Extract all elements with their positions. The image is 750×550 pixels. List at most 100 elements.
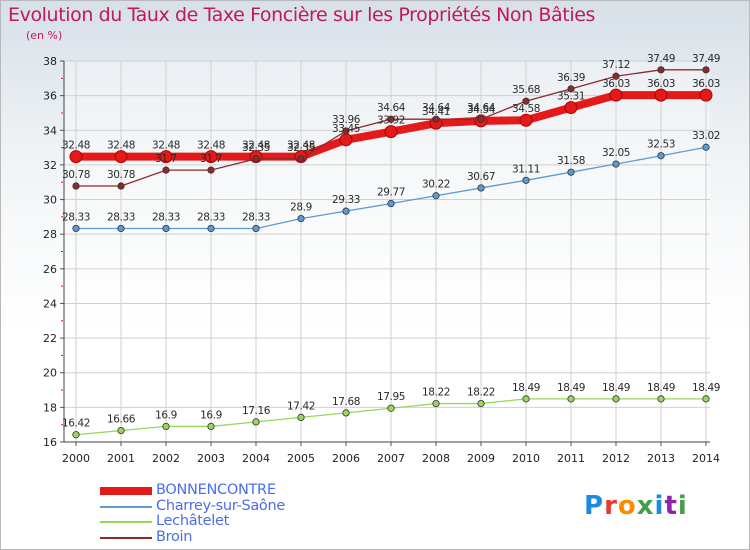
data-label: 33.92 — [377, 115, 405, 127]
data-label: 31.11 — [512, 163, 540, 175]
data-point — [564, 101, 578, 115]
data-point — [117, 224, 125, 233]
x-tick-label: 2007 — [377, 452, 405, 465]
data-label: 32.35 — [242, 142, 270, 154]
data-point — [72, 224, 80, 233]
y-tick-label: 34 — [43, 124, 57, 137]
data-label: 32.48 — [62, 140, 90, 152]
brand-letter: x — [636, 491, 655, 521]
x-tick-label: 2014 — [692, 452, 720, 465]
x-tick-label: 2008 — [422, 452, 450, 465]
data-point — [522, 97, 530, 105]
data-point — [432, 115, 440, 123]
data-point — [162, 166, 170, 174]
legend-swatch — [100, 521, 152, 523]
data-label: 36.03 — [647, 78, 675, 90]
data-label: 18.22 — [467, 387, 495, 399]
y-tick-label: 18 — [43, 401, 57, 414]
legend-swatch — [100, 536, 152, 539]
y-tick-label: 26 — [43, 263, 57, 276]
data-point — [297, 155, 305, 163]
data-point — [117, 182, 125, 190]
data-label: 31.58 — [557, 155, 585, 167]
data-label: 29.33 — [332, 194, 360, 206]
data-label: 30.78 — [62, 169, 90, 181]
y-tick-label: 16 — [43, 436, 57, 449]
x-tick-label: 2009 — [467, 452, 495, 465]
data-label: 34.58 — [512, 103, 540, 115]
data-point — [342, 207, 350, 215]
data-point — [384, 125, 398, 139]
x-tick-label: 2012 — [602, 452, 630, 465]
data-point — [654, 88, 668, 102]
y-tick-label: 20 — [43, 367, 57, 380]
series-lech-telet — [72, 395, 710, 439]
data-label: 34.64 — [467, 102, 496, 114]
x-tick-label: 2000 — [62, 452, 90, 465]
data-point — [297, 214, 305, 223]
data-label: 31.7 — [155, 153, 177, 165]
data-label: 28.33 — [107, 211, 135, 223]
data-point — [609, 88, 623, 102]
brand-letter: i — [654, 491, 665, 521]
data-label: 30.22 — [422, 179, 450, 191]
data-label: 32.35 — [287, 142, 315, 154]
data-label: 17.68 — [332, 396, 360, 408]
data-point — [702, 395, 710, 403]
data-point — [477, 184, 485, 192]
data-point — [207, 166, 215, 174]
data-point — [702, 66, 710, 74]
data-label: 28.33 — [242, 211, 270, 223]
data-point — [657, 395, 665, 403]
data-label: 37.49 — [647, 53, 675, 65]
legend-swatch — [100, 487, 152, 495]
brand-letter: i — [677, 491, 688, 521]
data-point — [387, 115, 395, 123]
data-label: 37.12 — [602, 59, 630, 71]
data-point — [159, 150, 173, 164]
data-point — [252, 224, 260, 233]
data-label: 35.31 — [557, 91, 585, 103]
data-point — [567, 395, 575, 403]
data-point — [162, 422, 170, 431]
data-point — [69, 150, 83, 164]
x-tick-label: 2001 — [107, 452, 135, 465]
data-label: 34.64 — [422, 102, 451, 114]
brand-letter: r — [604, 491, 618, 521]
x-tick-label: 2004 — [242, 452, 270, 465]
legend-label: BONNENCONTRE — [156, 482, 276, 498]
data-label: 33.45 — [332, 123, 360, 135]
data-label: 32.48 — [197, 140, 225, 152]
data-label: 35.68 — [512, 84, 540, 96]
data-label: 28.33 — [197, 211, 225, 223]
brand-logo: Proxiti — [584, 491, 688, 521]
data-label: 32.53 — [647, 139, 675, 151]
data-point — [702, 143, 710, 151]
data-point — [252, 418, 260, 426]
data-label: 31.7 — [200, 153, 222, 165]
data-label: 18.49 — [647, 382, 675, 394]
data-label: 37.49 — [692, 53, 720, 65]
legend-label: Charrey-sur-Saône — [156, 497, 286, 514]
x-tick-label: 2003 — [197, 452, 225, 465]
data-point — [114, 150, 128, 164]
data-label: 18.49 — [602, 382, 630, 394]
y-tick-label: 38 — [43, 55, 57, 68]
data-point — [72, 182, 80, 190]
brand-letter: P — [584, 491, 605, 521]
data-point — [252, 155, 260, 163]
data-label: 34.41 — [422, 106, 450, 118]
y-tick-label: 24 — [43, 297, 57, 310]
data-point — [72, 431, 80, 439]
data-point — [339, 133, 353, 147]
data-label: 33.96 — [332, 114, 361, 126]
series-broin — [72, 66, 710, 190]
data-point — [567, 85, 575, 93]
data-point — [522, 395, 530, 403]
data-point — [387, 404, 395, 412]
data-label: 32.48 — [287, 140, 315, 152]
data-label: 18.49 — [512, 382, 540, 394]
data-label: 17.16 — [242, 405, 271, 417]
data-point — [567, 168, 575, 176]
